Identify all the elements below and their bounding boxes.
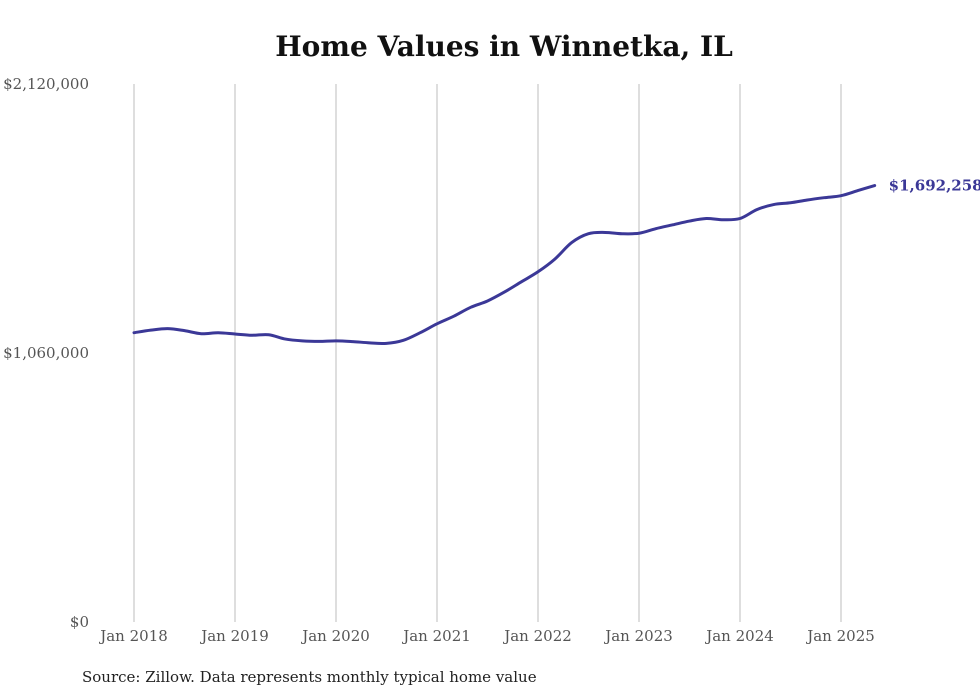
y-axis: $0 $1,060,000 $2,120,000: [3, 75, 89, 631]
x-tick-label: Jan 2024: [704, 627, 774, 645]
home-value-line: [132, 184, 877, 345]
y-tick-label: $0: [70, 613, 89, 631]
source-note: Source: Zillow. Data represents monthly …: [82, 668, 537, 686]
y-tick-label: $2,120,000: [3, 75, 89, 93]
x-tick-label: Jan 2019: [199, 627, 269, 645]
x-tick-label: Jan 2025: [805, 627, 875, 645]
x-tick-label: Jan 2021: [401, 627, 471, 645]
x-tick-label: Jan 2020: [300, 627, 370, 645]
x-tick-label: Jan 2022: [502, 627, 572, 645]
y-tick-label: $1,060,000: [3, 344, 89, 362]
x-axis: Jan 2018 Jan 2019 Jan 2020 Jan 2021 Jan 2022…: [98, 627, 875, 645]
x-tick-label: Jan 2023: [603, 627, 673, 645]
end-value-label: $1,692,258: [889, 177, 980, 195]
grid-lines: [133, 84, 842, 622]
chart-title: Home Values in Winnetka, IL: [275, 30, 733, 63]
x-tick-label: Jan 2018: [98, 627, 168, 645]
